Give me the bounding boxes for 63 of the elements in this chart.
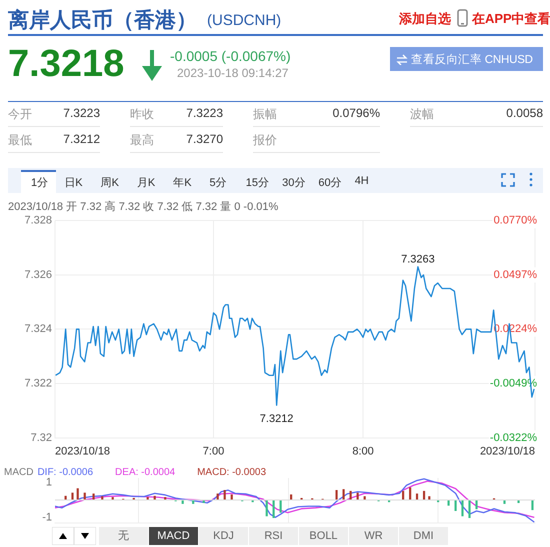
text: 查看反向汇率 CNHUSD [411, 52, 533, 67]
text: 7.3270 [186, 132, 223, 146]
text: 5分 [210, 176, 227, 190]
text: 月K [136, 176, 156, 190]
y2-tick-label: 0.0497% [494, 268, 538, 281]
text: 30分 [282, 176, 306, 190]
y2-tick-label: -0.0322% [490, 432, 538, 444]
text: 0.0058 [505, 106, 543, 120]
text: 最高 [130, 132, 154, 149]
text: 昨收 [130, 106, 154, 123]
y-tick-label: 7.328 [24, 214, 52, 227]
series-label: MACD: -0.0003 [197, 467, 266, 478]
annotation: 7.3212 [260, 412, 294, 425]
text: RSI [249, 527, 298, 545]
text: 周K [100, 176, 119, 190]
series-label: DEA: -0.0004 [115, 467, 176, 478]
text: 60分 [318, 176, 342, 190]
x-tick-label: 8:00 [352, 445, 374, 458]
text: 2023-10-18 09:14:27 [177, 66, 288, 80]
x-tick-label: 2023/10/18 [55, 445, 110, 458]
text: -0.0005 (-0.0067%) [170, 48, 291, 64]
text: 7.3218 [8, 43, 124, 86]
text: 4H [354, 175, 369, 187]
text: (USDCNH) [207, 12, 282, 29]
chart-title: MACD [4, 467, 34, 478]
text: 无 [99, 527, 148, 545]
text: 2023/10/18 开 7.32 高 7.32 收 7.32 低 7.32 量 0 -0.01% [8, 200, 278, 214]
x-tick-label: 7:00 [202, 445, 224, 458]
text: 7.3223 [63, 106, 100, 120]
y-tick-label: -1 [42, 512, 52, 524]
text: MACD [149, 527, 198, 545]
text: DMI [399, 527, 448, 545]
text: 振幅 [253, 106, 277, 123]
text: 最低 [8, 132, 32, 149]
text: 添加自选 [399, 10, 451, 28]
text: 7.3223 [186, 106, 223, 120]
text: 报价 [253, 132, 277, 149]
text: 在APP中查看 [472, 10, 550, 28]
bar [461, 500, 464, 516]
y-tick-label: 1 [46, 476, 52, 488]
annotation: 7.3263 [401, 253, 435, 266]
text: 年K [173, 176, 192, 190]
y-tick-label: 7.322 [24, 378, 52, 390]
text: 今开 [8, 106, 32, 123]
text: 离岸人民币（香港） [8, 8, 197, 34]
text: 0.0796% [332, 106, 380, 120]
series-label: DIF: -0.0006 [37, 467, 94, 478]
y-tick-label: 7.326 [24, 268, 52, 281]
text: KDJ [199, 527, 248, 545]
text: 波幅 [410, 106, 434, 123]
text: 1分 [31, 176, 48, 190]
text: 日K [64, 176, 83, 190]
y-tick-label: 7.32 [30, 432, 52, 444]
y-tick-label: 7.324 [24, 323, 52, 336]
bar [224, 490, 226, 500]
bar [266, 500, 268, 516]
bar [76, 488, 79, 500]
x-tick-label: 2023/10/18 [480, 445, 535, 458]
y2-tick-label: 0.0770% [494, 214, 538, 227]
text: 7.3212 [63, 132, 100, 146]
text: WR [349, 527, 398, 545]
text: BOLL [299, 527, 348, 545]
text: 15分 [246, 176, 270, 190]
